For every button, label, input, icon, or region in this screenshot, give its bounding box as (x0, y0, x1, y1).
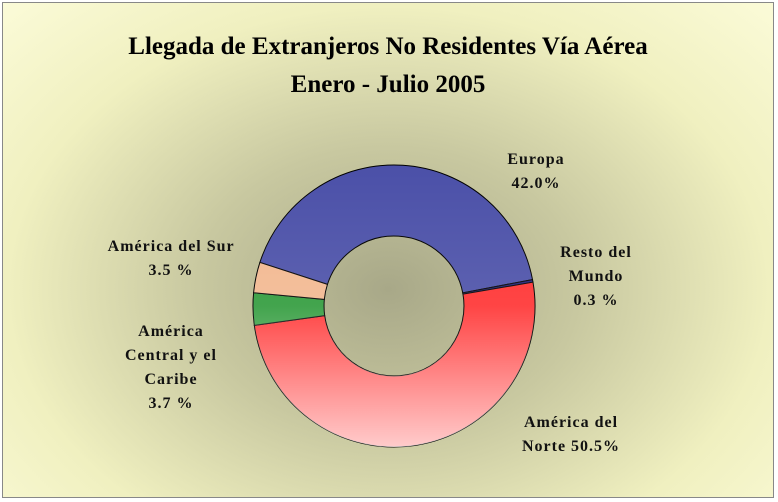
chart-subtitle: Enero - Julio 2005 (290, 71, 486, 98)
category-name: Europa (507, 151, 565, 168)
slice-label: Europa 42.0% (491, 148, 581, 196)
category-name: América Central y el Caribe (125, 323, 217, 388)
category-name: Resto del Mundo (560, 244, 632, 285)
chart-title: Llegada de Extranjeros No Residentes Vía… (128, 33, 648, 60)
value-label: 0.3 % (573, 292, 619, 309)
value-label: 3.5 % (148, 262, 194, 279)
category-name: América del Sur (107, 238, 235, 255)
slice-label: América del Norte 50.5% (506, 411, 636, 459)
slice-label: América Central y el Caribe 3.7 % (111, 320, 231, 416)
category-name: América del Norte (521, 414, 619, 455)
slice-label: América del Sur 3.5 % (106, 235, 236, 283)
value-label: 50.5% (571, 438, 621, 455)
value-label: 3.7 % (148, 395, 194, 412)
value-label: 42.0% (511, 175, 561, 192)
slice-label: Resto del Mundo 0.3 % (551, 241, 641, 313)
